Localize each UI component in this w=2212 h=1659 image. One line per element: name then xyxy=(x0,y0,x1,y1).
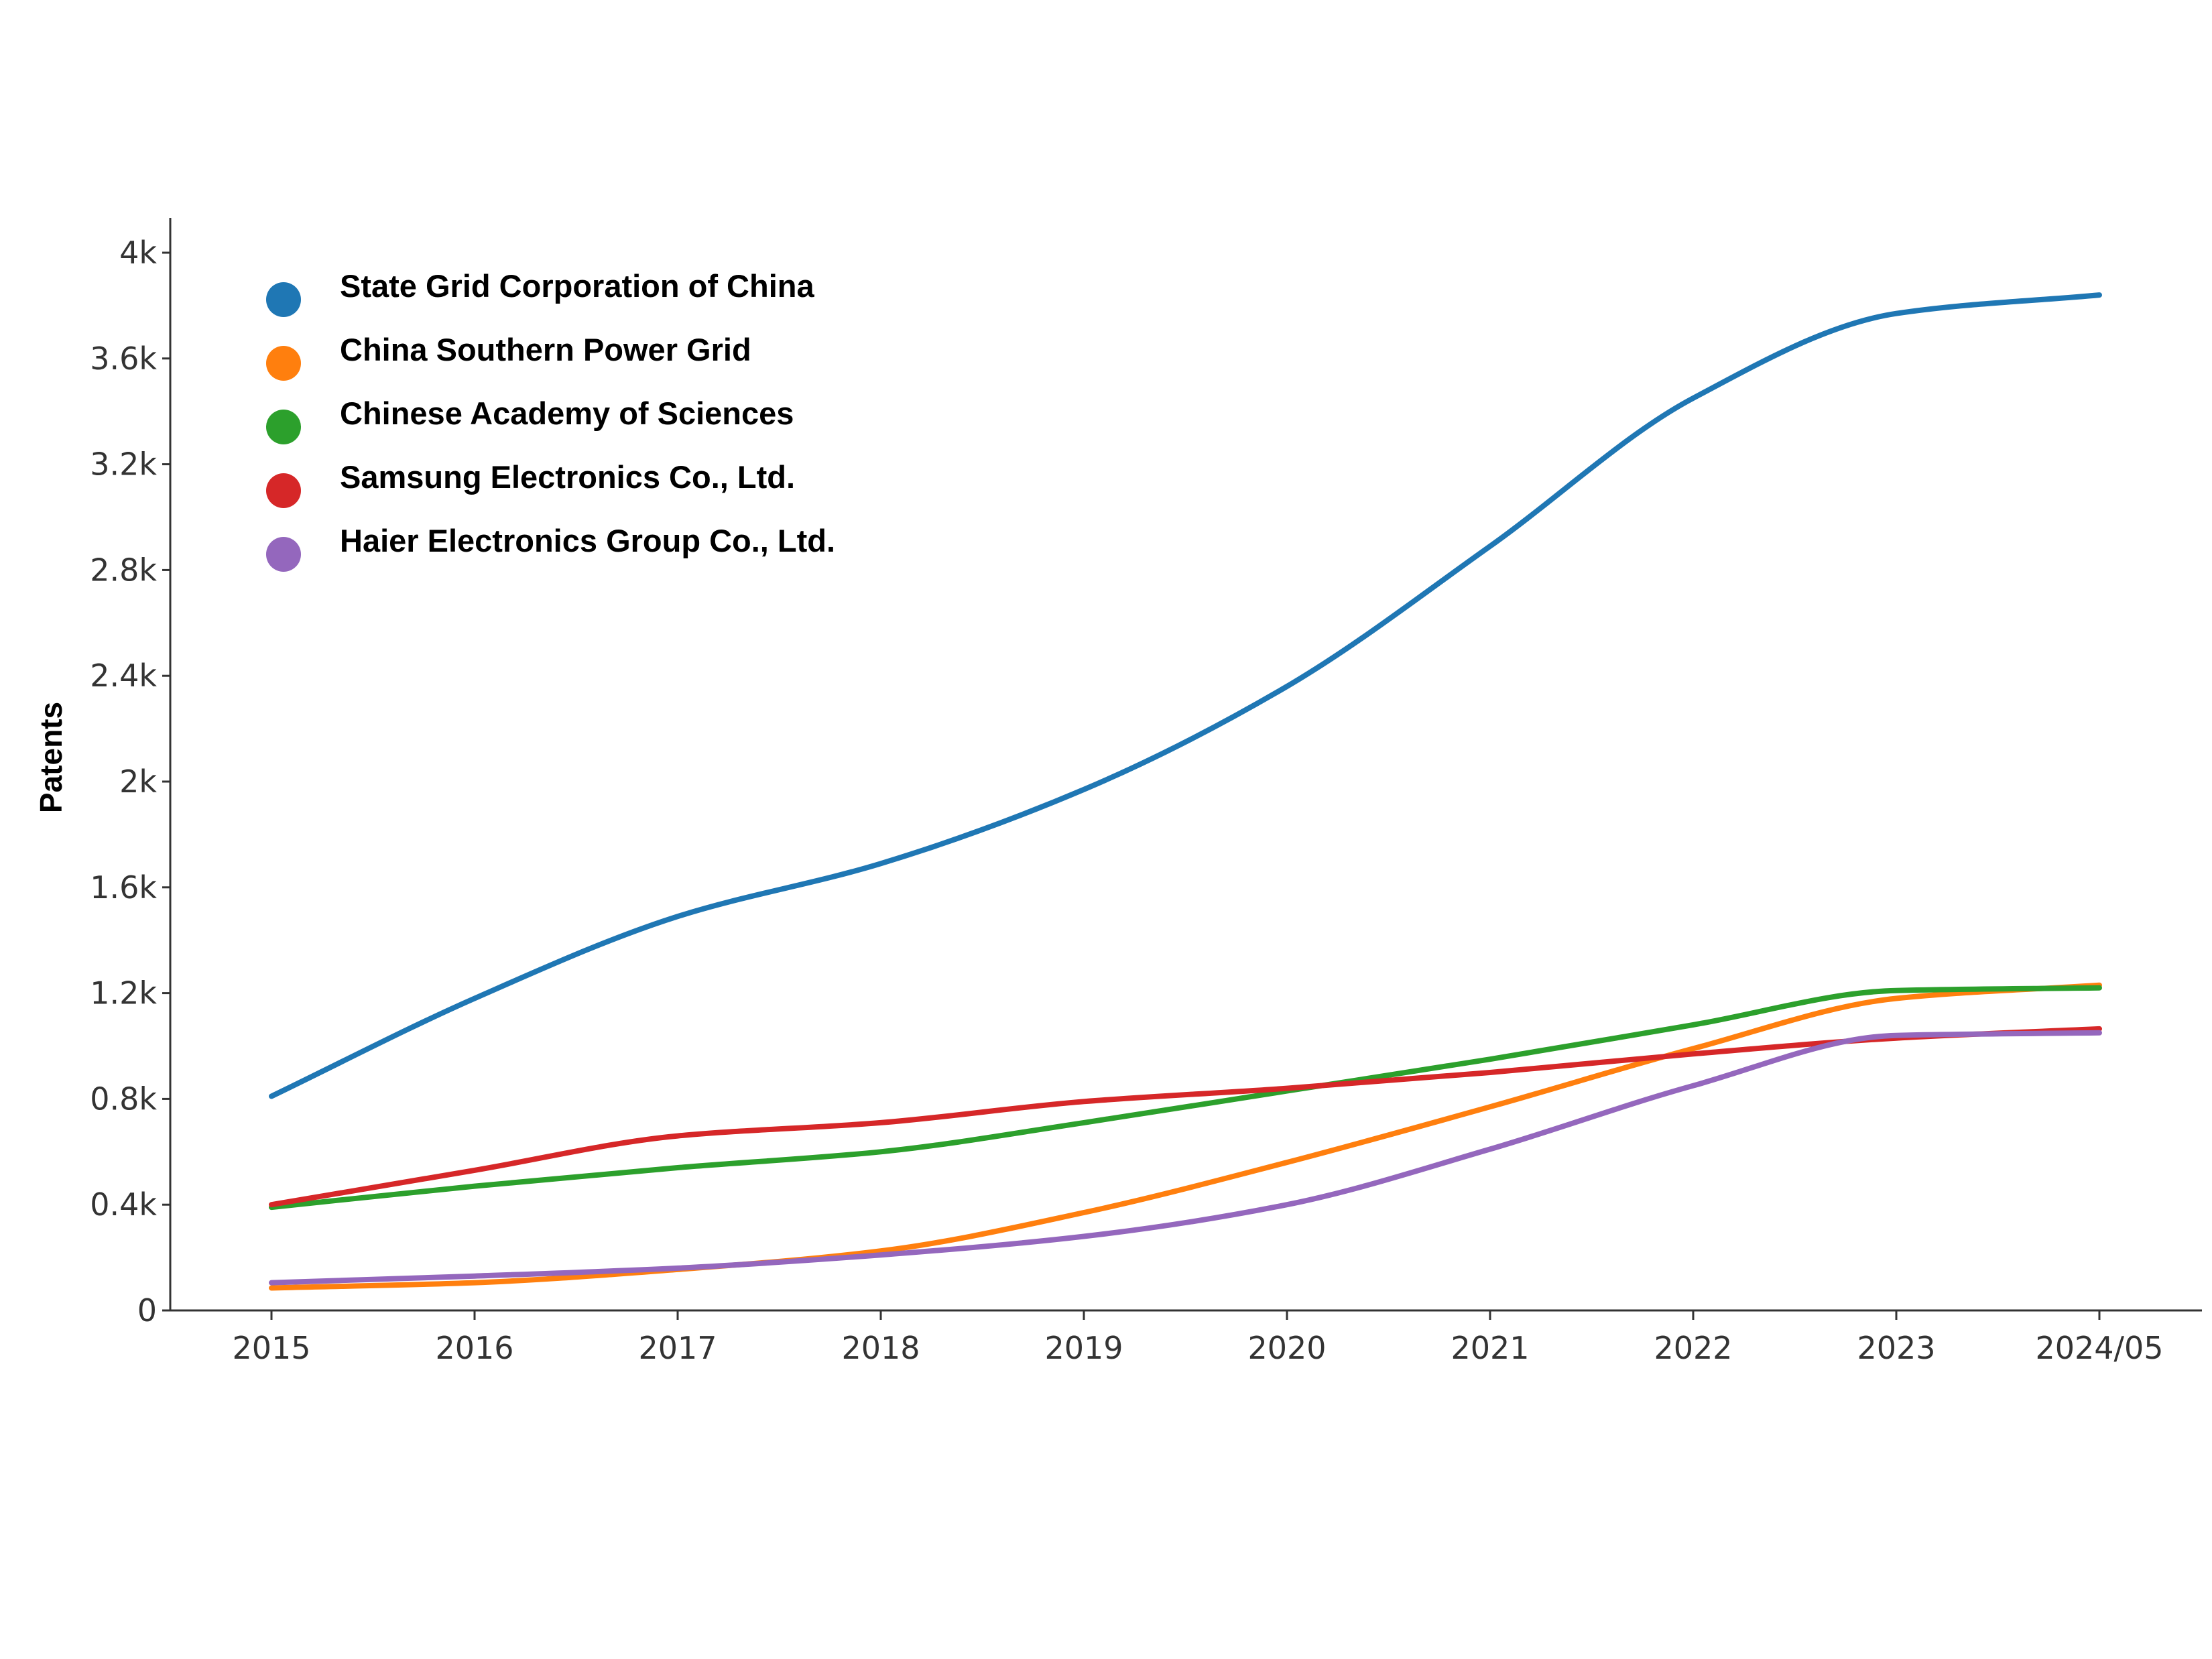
y-tick-label: 2.8k xyxy=(90,552,157,588)
y-tick-label: 0.8k xyxy=(90,1081,157,1117)
legend: State Grid Corporation of China China Sou… xyxy=(266,268,835,572)
x-tick-label: 2020 xyxy=(1247,1330,1326,1366)
legend-label-4: Haier Electronics Group Co., Ltd. xyxy=(340,523,835,558)
legend-marker-4 xyxy=(266,537,301,572)
legend-label-1: China Southern Power Grid xyxy=(340,332,751,367)
y-tick-label: 4k xyxy=(119,235,157,271)
y-tick-label: 3.6k xyxy=(90,341,157,377)
legend-marker-3 xyxy=(266,473,301,508)
series-line-1 xyxy=(269,982,2102,1291)
y-tick-label: 0 xyxy=(137,1292,157,1329)
legend-label-2: Chinese Academy of Sciences xyxy=(340,395,794,431)
y-tick-label: 1.6k xyxy=(90,869,157,906)
x-tick-label: 2017 xyxy=(638,1330,717,1366)
series-line-0 xyxy=(269,292,2102,1099)
series-line-2 xyxy=(269,985,2102,1211)
legend-marker-2 xyxy=(266,410,301,444)
y-tick-label: 0.4k xyxy=(90,1186,157,1223)
y-tick-label: 2.4k xyxy=(90,658,157,694)
series-lines xyxy=(269,292,2102,1291)
x-tick-label: 2019 xyxy=(1044,1330,1123,1366)
legend-label-3: Samsung Electronics Co., Ltd. xyxy=(340,459,795,495)
x-tick-label: 2018 xyxy=(841,1330,920,1366)
legend-label-0: State Grid Corporation of China xyxy=(340,268,814,304)
y-tick-label: 1.2k xyxy=(90,975,157,1011)
series-line-4 xyxy=(269,1030,2102,1286)
y-axis-ticks: 0 0.4k 0.8k 1.2k 1.6k 2k 2.4k 2.8k 3.2k 3.6k 4k xyxy=(90,235,170,1329)
legend-marker-0 xyxy=(266,282,301,317)
y-tick-label: 2k xyxy=(119,763,157,800)
series-line-3 xyxy=(269,1026,2102,1208)
y-axis-title: Patents xyxy=(34,702,68,813)
y-tick-label: 3.2k xyxy=(90,446,157,483)
x-tick-label: 2021 xyxy=(1451,1330,1529,1366)
axes xyxy=(169,218,2202,1312)
x-tick-label: 2023 xyxy=(1857,1330,1935,1366)
x-tick-label: 2015 xyxy=(232,1330,310,1366)
legend-marker-1 xyxy=(266,346,301,381)
x-tick-label: 2022 xyxy=(1654,1330,1732,1366)
x-tick-label: 2024/05 xyxy=(2035,1330,2163,1366)
x-axis-ticks: 2015 2016 2017 2018 2019 2020 2021 2022 2023 2024… xyxy=(232,1310,2164,1366)
x-tick-label: 2016 xyxy=(435,1330,513,1366)
